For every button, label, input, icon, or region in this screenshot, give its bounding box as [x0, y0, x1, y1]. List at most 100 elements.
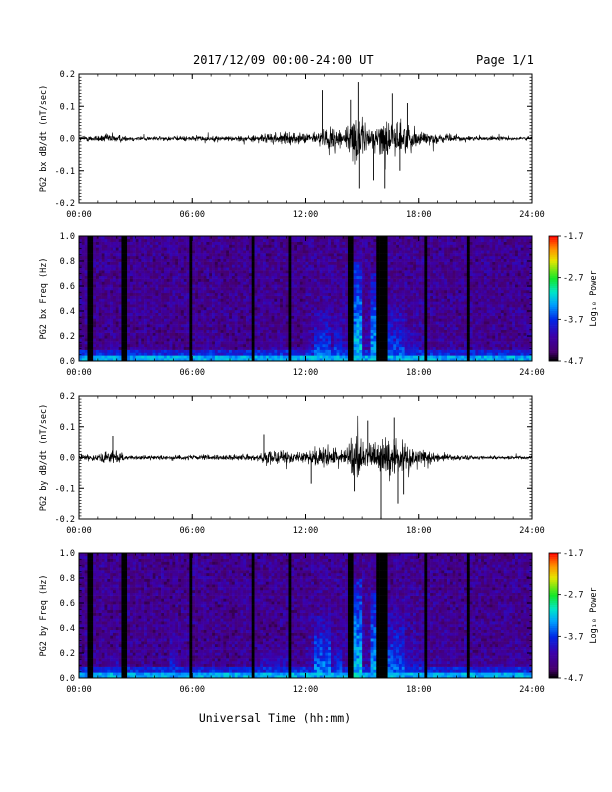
- spectrogram-cell: [333, 338, 337, 342]
- spectrogram-cell: [367, 352, 371, 356]
- spectrogram-cell: [95, 321, 100, 325]
- spectrogram-cell: [254, 318, 258, 322]
- spectrogram-cell: [376, 312, 380, 316]
- spectrogram-cell: [330, 301, 335, 305]
- spectrogram-cell: [186, 304, 190, 308]
- spectrogram-cell: [189, 247, 193, 251]
- spectrogram-cell: [330, 281, 335, 285]
- spectrogram-cell: [175, 332, 179, 336]
- spectrogram-cell: [370, 250, 374, 254]
- spectrogram-cell: [112, 250, 117, 254]
- spectrogram-cell: [268, 284, 272, 288]
- spectrogram-cell: [79, 318, 83, 322]
- spectrogram-cell: [197, 341, 202, 345]
- spectrogram-cell: [175, 352, 179, 356]
- spectrogram-cell: [313, 247, 318, 251]
- spectrogram-cell: [370, 352, 374, 356]
- spectrogram-cell: [229, 238, 233, 242]
- spectrogram-cell: [118, 349, 122, 353]
- spectrogram-cell: [251, 318, 255, 322]
- spectrogram-cell: [297, 241, 301, 245]
- spectrogram-cell: [302, 338, 306, 342]
- spectrogram-cell: [370, 338, 374, 342]
- spectrogram-cell: [87, 270, 91, 274]
- spectrogram-cell: [231, 255, 236, 260]
- spectrogram-cell: [226, 278, 230, 282]
- spectrogram-cell: [183, 241, 187, 245]
- spectrogram-cell: [356, 349, 360, 353]
- spectrogram-cell: [149, 250, 153, 254]
- spectrogram-cell: [226, 250, 230, 254]
- spectrogram-cell: [370, 247, 374, 251]
- spectrogram-cell: [98, 338, 102, 342]
- spectrogram-cell: [112, 338, 117, 342]
- spectrogram-cell: [271, 247, 275, 251]
- spectrogram-cell: [325, 284, 329, 288]
- spectrogram-cell: [274, 352, 278, 356]
- spectrogram-cell: [271, 258, 275, 262]
- spectrogram-cell: [313, 355, 318, 359]
- spectrogram-cell: [81, 318, 85, 322]
- spectrogram-cell: [135, 272, 139, 277]
- spectrogram-cell: [161, 298, 165, 302]
- spectrogram-cell: [121, 244, 125, 248]
- spectrogram-cell: [350, 278, 354, 282]
- spectrogram-cell: [299, 247, 303, 251]
- spectrogram-cell: [79, 255, 83, 260]
- spectrogram-cell: [189, 346, 193, 350]
- spectrogram-cell: [271, 343, 275, 348]
- spectrogram-cell: [322, 264, 326, 268]
- spectrogram-cell: [149, 258, 153, 262]
- spectrogram-cell: [87, 304, 91, 308]
- spectrogram-cell: [257, 292, 261, 296]
- spectrogram-cell: [333, 238, 337, 242]
- spectrogram-cell: [127, 341, 131, 345]
- spectrogram-cell: [175, 298, 179, 302]
- spectrogram-cell: [214, 284, 219, 288]
- spectrogram-cell: [223, 241, 227, 245]
- spectrogram-cell: [101, 250, 105, 254]
- spectrogram-cell: [206, 329, 210, 333]
- spectrogram-cell: [356, 278, 360, 282]
- spectrogram-cell: [110, 324, 114, 328]
- spectrogram-cell: [212, 270, 216, 274]
- spectrogram-cell: [398, 298, 403, 302]
- spectrogram-cell: [121, 287, 125, 291]
- spectrogram-cell: [229, 321, 233, 325]
- spectrogram-cell: [112, 264, 117, 268]
- spectrogram-cell: [95, 292, 100, 296]
- spectrogram-cell: [110, 341, 114, 345]
- spectrogram-cell: [214, 318, 219, 322]
- spectrogram-cell: [149, 301, 153, 305]
- spectrogram-cell: [93, 241, 97, 245]
- spectrogram-cell: [251, 324, 255, 328]
- spectrogram-cell: [141, 275, 145, 279]
- spectrogram-cell: [265, 335, 269, 339]
- spectrogram-cell: [330, 270, 335, 274]
- spectrogram-cell: [364, 332, 369, 336]
- spectrogram-cell: [104, 264, 108, 268]
- spectrogram-cell: [138, 304, 142, 308]
- spectrogram-cell: [294, 315, 298, 319]
- spectrogram-cell: [271, 244, 275, 248]
- spectrogram-cell: [339, 244, 343, 248]
- spectrogram-cell: [90, 298, 94, 302]
- spectrogram-cell: [313, 301, 318, 305]
- spectrogram-cell: [158, 335, 162, 339]
- spectrogram-cell: [144, 284, 148, 288]
- spectrogram-cell: [246, 289, 250, 294]
- spectrogram-cell: [263, 270, 267, 274]
- spectrogram-cell: [387, 284, 391, 288]
- spectrogram-cell: [186, 267, 190, 271]
- spectrogram-cell: [362, 352, 366, 356]
- spectrogram-cell: [248, 332, 253, 336]
- spectrogram-cell: [257, 343, 261, 348]
- spectrogram-cell: [206, 244, 210, 248]
- spectrogram-cell: [333, 352, 337, 356]
- spectrogram-cell: [172, 343, 176, 348]
- spectrogram-cell: [90, 309, 94, 313]
- spectrogram-cell: [305, 250, 309, 254]
- spectrogram-cell: [135, 346, 139, 350]
- spectrogram-cell: [121, 335, 125, 339]
- spectrogram-cell: [398, 346, 403, 350]
